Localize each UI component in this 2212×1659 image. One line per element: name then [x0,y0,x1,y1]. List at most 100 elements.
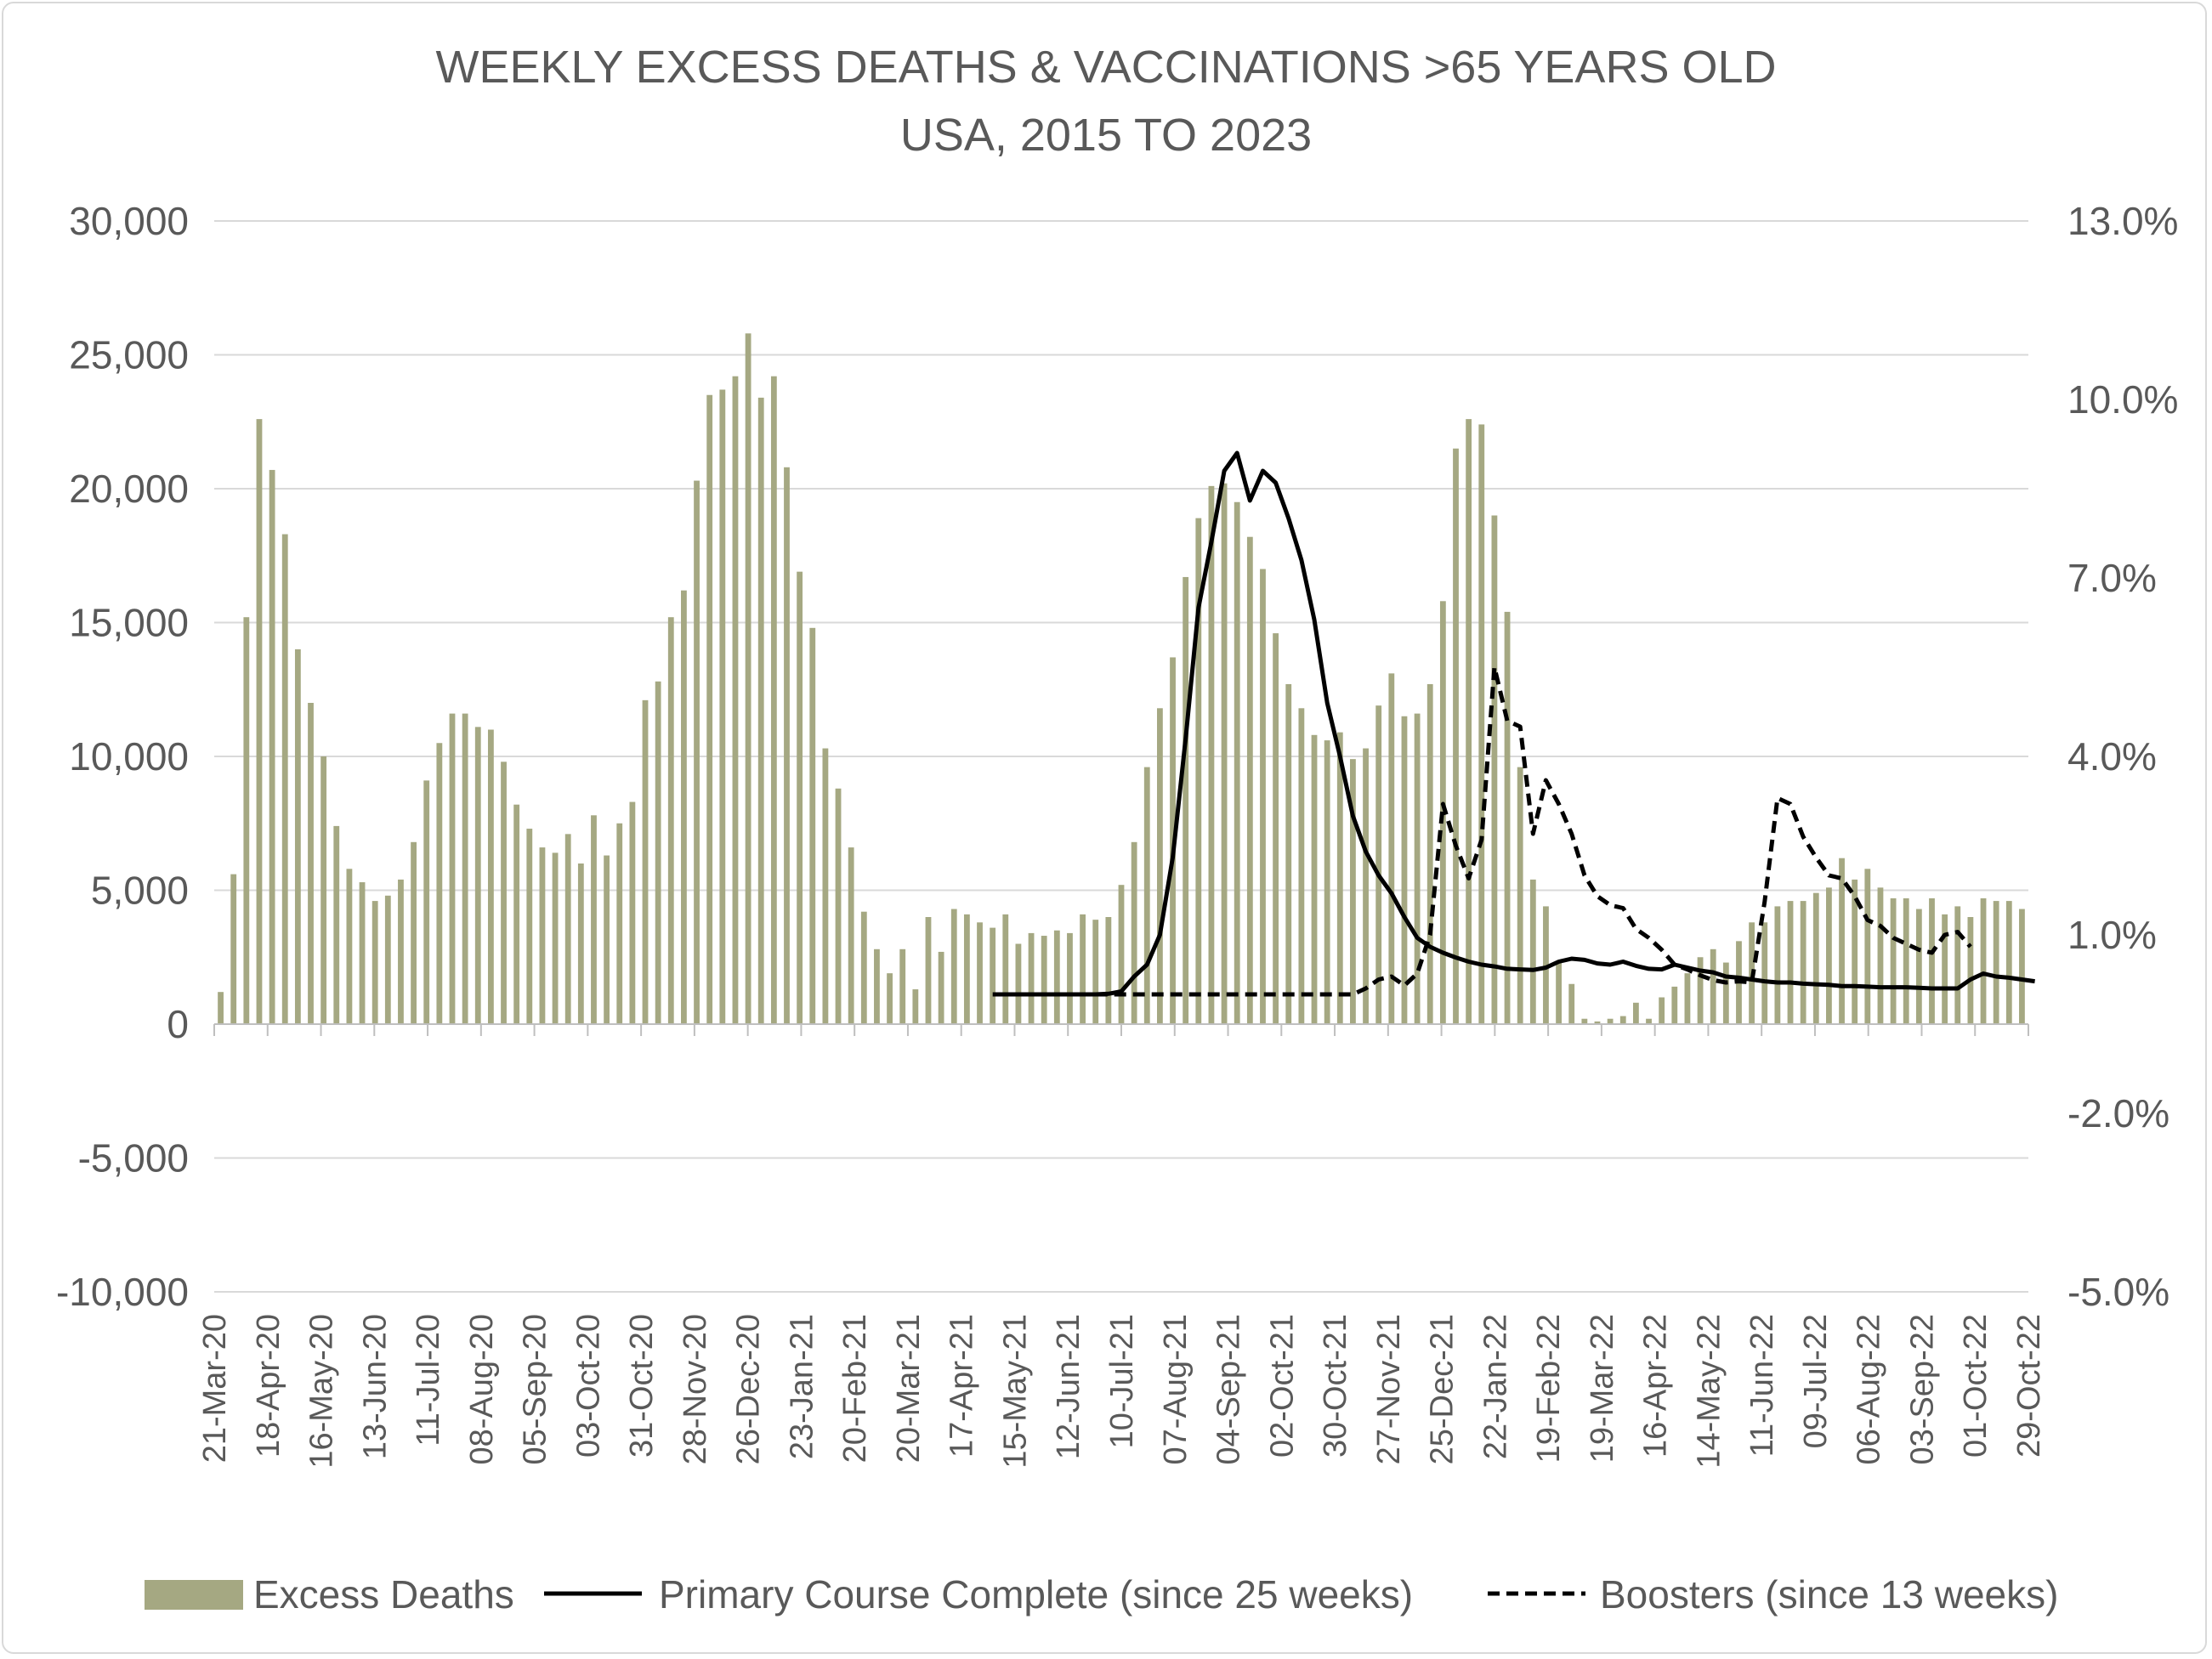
bar [1980,897,1987,1024]
y-left-tick-label: -10,000 [56,1270,189,1314]
y-left-tick-label: 15,000 [69,601,189,645]
bar [1993,901,1999,1024]
bar [411,841,417,1024]
bar [990,927,996,1024]
bar [1929,897,1935,1024]
bar [860,911,867,1024]
bar [1234,501,1240,1024]
bar [977,922,983,1024]
y-left-tick-label: 20,000 [69,467,189,511]
bar [1067,932,1073,1024]
bar [1092,920,1099,1024]
bar [1839,858,1845,1024]
bar [1118,885,1125,1024]
bar [256,419,263,1025]
bar [1426,683,1433,1024]
bar [1826,887,1832,1024]
bar [474,727,481,1024]
x-tick-label: 28-Nov-20 [678,1314,713,1464]
bar [346,869,353,1024]
bar [1143,767,1150,1024]
legend: Excess Deaths Primary Course Complete (s… [145,1572,2058,1617]
bar [1671,986,1678,1024]
y-right-tick-label: -5.0% [2067,1270,2169,1314]
bar [1298,708,1305,1024]
bar [1080,914,1086,1024]
bar [938,951,944,1024]
bar [591,815,597,1024]
bar [1363,748,1369,1024]
bar [784,467,790,1024]
bar [912,989,919,1024]
bar [501,762,507,1024]
x-tick-label: 11-Jul-20 [411,1314,446,1447]
bar [1401,716,1408,1024]
bar [1568,983,1575,1024]
bar [564,834,571,1024]
x-tick-label: 30-Oct-21 [1318,1314,1353,1458]
bar [667,617,674,1024]
bar [694,480,700,1024]
x-tick-label: 06-Aug-22 [1852,1314,1887,1464]
x-tick-label: 09-Jul-22 [1798,1314,1834,1448]
y-left-tick-label: 0 [167,1002,189,1046]
bar [552,852,559,1024]
bar [1015,943,1022,1024]
bar [281,534,288,1024]
bar [359,882,366,1024]
bar [1787,901,1794,1024]
right-y-axis: -5.0% -2.0% 1.0% 4.0% 7.0% 10.0% 13.0% [2067,199,2178,1314]
bar [1722,962,1729,1024]
bar [809,627,816,1024]
bar [950,909,957,1024]
x-tick-label: 10-Jul-21 [1104,1314,1140,1448]
bar [757,397,764,1024]
bar [681,590,687,1024]
x-tick-label: 29-Oct-22 [2011,1314,2047,1458]
bar [1350,759,1356,1024]
x-tick-label: 03-Oct-20 [570,1314,606,1458]
bar [1543,906,1549,1024]
legend-label-excess-deaths: Excess Deaths [253,1572,514,1617]
bar [848,847,854,1024]
bar [1915,909,1922,1024]
bar [1260,569,1266,1024]
x-tick-label: 14-May-22 [1691,1314,1727,1469]
bar [1556,962,1562,1024]
bar [706,394,713,1024]
bar [1156,708,1163,1024]
bar [1041,936,1047,1024]
bar [1221,483,1228,1024]
x-tick-label: 23-Jan-21 [784,1314,820,1459]
bar [384,895,391,1024]
bar [1903,897,1909,1024]
y-left-tick-label: 25,000 [69,333,189,377]
bar [1336,732,1343,1024]
bar [719,389,726,1024]
bar [1594,1021,1601,1024]
y-left-tick-label: 10,000 [69,734,189,779]
bar [1646,1018,1652,1024]
bar [243,617,250,1024]
y-right-tick-label: 10.0% [2067,377,2178,422]
legend-label-boosters: Boosters (since 13 weeks) [1600,1572,2058,1617]
bar [436,743,443,1024]
bar [1388,673,1395,1024]
chart-subtitle: USA, 2015 TO 2023 [900,110,1312,161]
chart-title: WEEKLY EXCESS DEATHS & VACCINATIONS >65 … [436,42,1777,93]
bar [1105,917,1112,1024]
bar [1774,906,1781,1024]
bar [294,649,301,1024]
bar [2005,901,2012,1024]
bar [963,914,970,1024]
bar [372,901,378,1024]
bar [1684,973,1691,1024]
bar [1581,1018,1588,1024]
x-tick-label: 08-Aug-20 [464,1314,500,1464]
x-tick-label: 04-Sep-21 [1211,1314,1247,1464]
x-axis: 21-Mar-20 18-Apr-20 16-May-20 13-Jun-20 11-J… [197,1023,2047,1469]
bar [1761,922,1768,1024]
bar [423,780,430,1024]
bar [642,699,649,1024]
bar [1890,897,1897,1024]
